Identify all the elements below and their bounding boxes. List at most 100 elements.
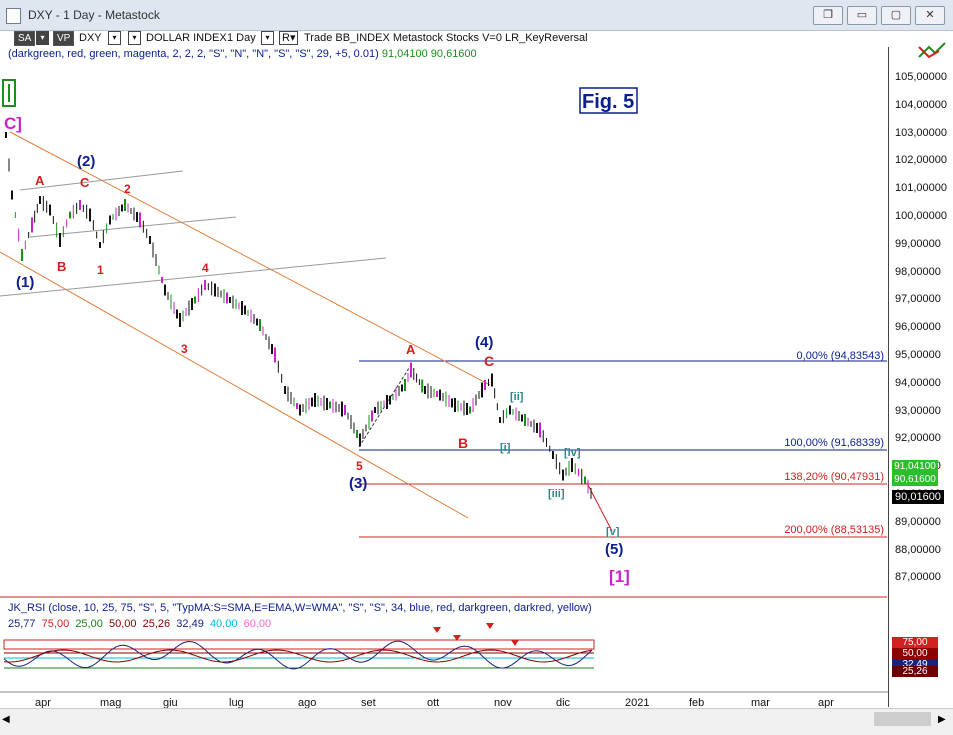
wave-a-2: A	[406, 342, 416, 357]
price-tick: 92,00000	[895, 432, 941, 445]
indicator-value-2: 90,61600	[430, 48, 477, 60]
candlestick-series	[5, 132, 592, 499]
rsi-value-7: 60,00	[243, 618, 272, 630]
time-tick: lug	[229, 697, 244, 709]
wave-4-red: 4	[202, 261, 209, 275]
rsi-value-3: 50,00	[108, 618, 137, 630]
time-tick: ago	[298, 697, 317, 709]
app-icon	[6, 8, 21, 24]
name-dropdown-icon[interactable]: ▾	[128, 31, 141, 45]
badge-green-1: 91,04100	[892, 460, 938, 473]
scroll-thumb[interactable]	[874, 712, 931, 726]
time-tick: feb	[689, 697, 705, 709]
sa-dropdown-icon[interactable]: ▾	[36, 31, 49, 45]
rsi-value-4: 25,26	[142, 618, 171, 630]
fib-label-138: 138,20% (90,47931)	[784, 471, 884, 483]
wave-3-red: 3	[181, 342, 188, 356]
price-tick: 98,00000	[895, 265, 941, 278]
time-tick: dic	[556, 697, 571, 709]
wave-ii: [ii]	[510, 391, 524, 403]
r-button[interactable]: R▾	[279, 31, 299, 45]
time-tick: giu	[163, 697, 178, 709]
rsi-values: 25,77 75,00 25,00 50,00 25,26 32,49 40,0…	[8, 618, 271, 630]
symbol-dropdown-icon[interactable]: ▾	[108, 31, 121, 45]
price-tick: 97,00000	[895, 293, 941, 306]
time-tick: apr	[818, 697, 834, 709]
badge-green-2: 90,61600	[892, 473, 938, 486]
symbol-label: DXY	[79, 32, 102, 44]
price-axis[interactable]: 105,00000 104,00000 103,00000 102,00000 101,…	[888, 42, 953, 707]
minimize-button[interactable]: ▭	[847, 6, 877, 25]
rsi-line-darkred	[3, 649, 593, 663]
price-tick: 101,00000	[895, 182, 947, 195]
window-titlebar: DXY - 1 Day - Metastock ❐ ▭ ▢ ✕	[0, 0, 953, 31]
wave-v: [v]	[606, 526, 620, 538]
wave-c-2: C	[484, 353, 494, 369]
gray-channel-1	[19, 170, 184, 191]
rsi-value-5: 32,49	[176, 618, 204, 630]
fig-box	[579, 87, 638, 114]
channel-lower	[0, 251, 469, 519]
wave-1-bracket: [1]	[609, 567, 630, 586]
price-tick: 93,00000	[895, 404, 941, 417]
wave-label-5: (5)	[605, 541, 623, 558]
chart-toolbar: SA ▾ VP DXY ▾ ▾ DOLLAR INDEX 1 Day ▾ R▾ …	[0, 30, 888, 47]
price-tick: 105,00000	[895, 71, 947, 83]
dashed-wave-1	[358, 364, 412, 448]
wave-iii: [iii]	[548, 488, 565, 500]
time-tick: nov	[494, 697, 512, 709]
scroll-right-icon[interactable]: ▶	[938, 714, 946, 725]
green-marker-bar	[8, 84, 10, 102]
price-tick: 88,00000	[895, 543, 941, 556]
price-tick: 99,00000	[895, 237, 941, 250]
maximize-button[interactable]: ▢	[881, 6, 911, 25]
rsi-badge-0: 75,00	[892, 637, 938, 648]
price-chart[interactable]: Fig. 5 C] [1] (1) (2) (3) (4) (5) A B C …	[0, 0, 888, 708]
rsi-value-2: 25,00	[75, 618, 103, 630]
time-tick: 2021	[625, 697, 650, 709]
rsi-value-6: 40,00	[209, 618, 238, 630]
price-tick: 94,00000	[895, 376, 941, 389]
gray-channel-2	[29, 216, 237, 238]
fib-label-0: 0,00% (94,83543)	[797, 350, 884, 362]
time-tick: set	[361, 697, 376, 709]
scroll-left-icon[interactable]: ◀	[2, 714, 10, 725]
wave-c-1: C	[80, 175, 90, 190]
wave-1-red: 1	[97, 263, 104, 277]
rsi-line-blue	[3, 640, 593, 670]
rsi-params: JK_RSI (close, 10, 25, 75, "S", 5, "TypM…	[8, 602, 592, 614]
price-tick: 95,00000	[895, 349, 941, 361]
wave-b-2: B	[458, 435, 468, 451]
security-name: DOLLAR INDEX	[146, 32, 227, 44]
restore-window-button[interactable]: ❐	[813, 6, 843, 25]
wave-a-1: A	[35, 173, 45, 188]
rsi-badge-2: 32,49	[892, 659, 938, 670]
wave-i: [i]	[500, 442, 511, 454]
period-dropdown-icon[interactable]: ▾	[261, 31, 274, 45]
period-label: 1 Day	[227, 32, 256, 44]
time-tick: apr	[35, 697, 51, 709]
r-button-label: R	[282, 32, 290, 44]
wave-2-red: 2	[124, 182, 131, 196]
rsi-band-top	[3, 639, 595, 650]
horizontal-scrollbar[interactable]: ◀ ▶	[0, 708, 953, 735]
sa-button[interactable]: SA	[14, 31, 36, 46]
vp-button[interactable]: VP	[53, 31, 75, 46]
indicator-params-text: (darkgreen, red, green, magenta, 2, 2, 2…	[8, 48, 379, 60]
rsi-value-0: 25,77	[8, 618, 36, 630]
fib-label-100: 100,00% (91,68339)	[784, 437, 884, 449]
wave-label-1: (1)	[16, 274, 34, 291]
chart-tool-icon[interactable]	[915, 41, 953, 63]
price-tick: 89,00000	[895, 515, 941, 528]
gray-channel-3	[0, 257, 387, 297]
wave-label-2: (2)	[77, 153, 95, 170]
rsi-badge-3: 25,26	[892, 666, 938, 677]
wave-5-red: 5	[356, 459, 363, 473]
time-tick: mag	[100, 697, 122, 709]
wave-label-4: (4)	[475, 334, 493, 351]
close-button[interactable]: ✕	[915, 6, 945, 25]
toolbar-info: Trade BB_INDEX Metastock Stocks V=0 LR_K…	[304, 32, 588, 44]
price-tick: 104,00000	[895, 98, 947, 111]
fig-label: Fig. 5	[582, 91, 634, 113]
wave-iv: [iv]	[564, 447, 581, 459]
